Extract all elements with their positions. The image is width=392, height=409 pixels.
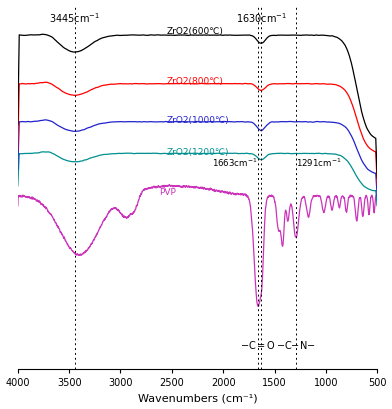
Text: 1291cm$^{-1}$: 1291cm$^{-1}$ xyxy=(296,157,341,169)
Text: PVP: PVP xyxy=(160,188,176,197)
Text: $-$C$=$O: $-$C$=$O xyxy=(240,339,276,351)
Text: ZrO2(600℃): ZrO2(600℃) xyxy=(167,27,223,36)
Text: ZrO2(1000℃): ZrO2(1000℃) xyxy=(167,116,229,125)
Text: $-$C$-$N$-$: $-$C$-$N$-$ xyxy=(276,339,316,351)
Text: 3445cm$^{-1}$: 3445cm$^{-1}$ xyxy=(49,11,100,25)
X-axis label: Wavenumbers (cm⁻¹): Wavenumbers (cm⁻¹) xyxy=(138,393,257,403)
Text: ZrO2(800℃): ZrO2(800℃) xyxy=(167,77,223,86)
Text: 1663cm$^{-1}$: 1663cm$^{-1}$ xyxy=(212,157,258,169)
Text: 1630cm$^{-1}$: 1630cm$^{-1}$ xyxy=(236,11,287,25)
Text: ZrO2(1200℃): ZrO2(1200℃) xyxy=(167,148,229,157)
